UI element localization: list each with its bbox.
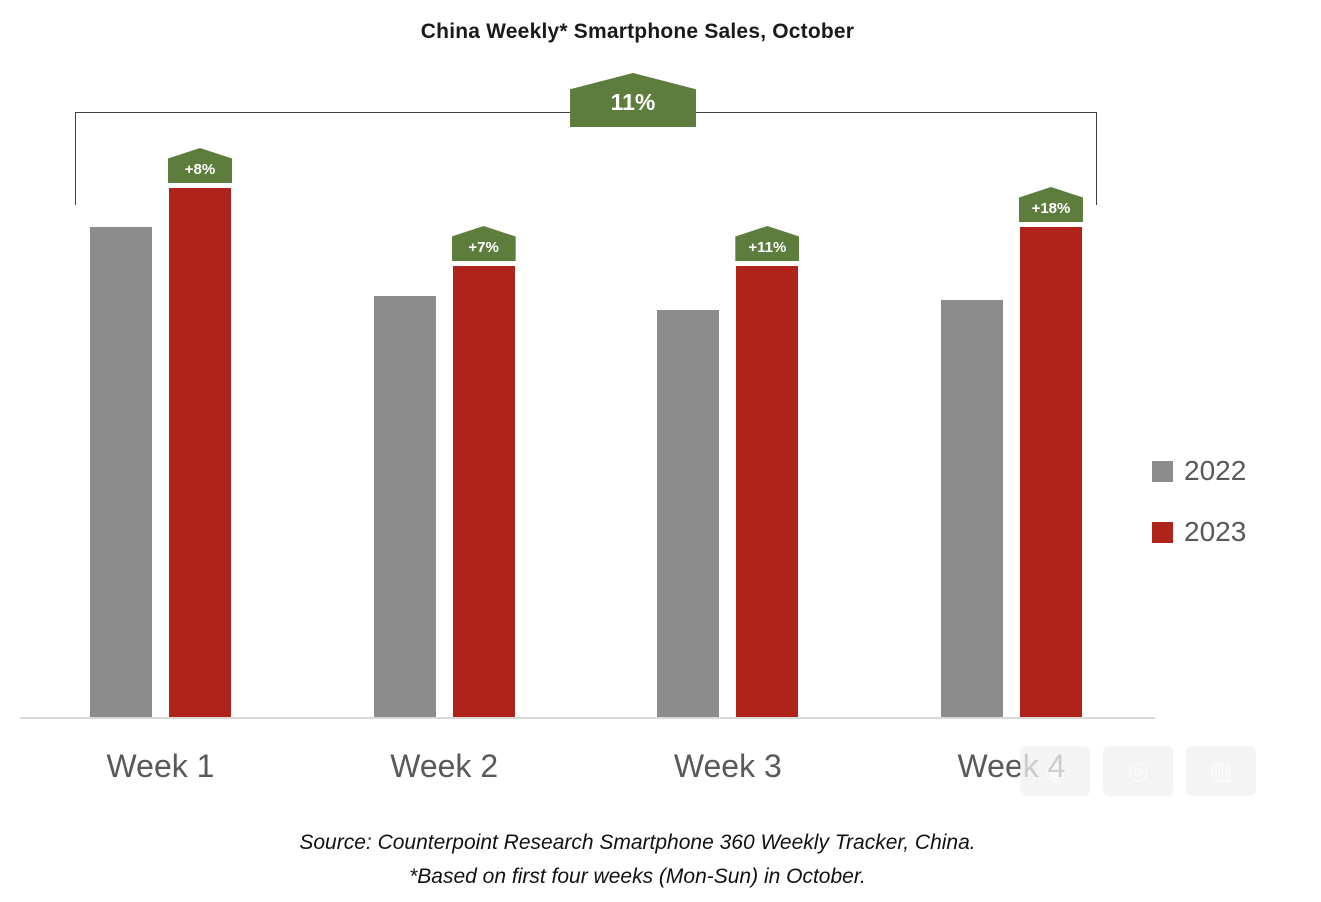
x-label-week-3: Week 3 [673, 748, 782, 784]
watermark-icons: ◉ ◎ ▥ [1020, 746, 1256, 796]
watermark-icon-2: ◎ [1103, 746, 1173, 796]
bar-2023-week-1: +8% [168, 148, 232, 717]
source-line: Source: Counterpoint Research Smartphone… [299, 831, 976, 854]
x-axis-labels: Week 1 Week 2 Week 3 Week 4 [20, 748, 1155, 785]
watermark-icon-3: ▥ [1186, 746, 1256, 796]
legend-swatch-2022 [1152, 460, 1173, 482]
growth-badge: +11% [735, 226, 800, 261]
bar-2022-week-4 [940, 300, 1003, 717]
bar-2022-week-3 [657, 310, 720, 717]
bar-2022-week-1 [90, 227, 152, 717]
bar-group-week-3: +11% [657, 226, 800, 717]
bar-2022-week-2 [373, 296, 436, 717]
plot-area: +8% +7% +11% +18% [20, 148, 1155, 717]
chart-title: China Weekly* Smartphone Sales, October [420, 20, 855, 43]
footnote-line: *Based on first four weeks (Mon-Sun) in … [409, 865, 866, 888]
growth-badge: +7% [451, 226, 516, 261]
bar-group-week-4: +18% [940, 187, 1083, 717]
overall-growth-badge: 11% [570, 73, 696, 127]
x-label-week-1: Week 1 [106, 748, 215, 784]
bar-2023-week-3: +11% [735, 226, 800, 717]
x-axis-line [20, 717, 1155, 719]
legend: 2022 2023 [1152, 455, 1246, 577]
legend-label-2023: 2023 [1184, 516, 1247, 547]
legend-item-2023: 2023 [1152, 516, 1246, 548]
legend-swatch-2023 [1152, 521, 1173, 543]
watermark-icon-1: ◉ [1020, 746, 1090, 796]
bar-group-week-1: +8% [90, 148, 232, 717]
bar-2023-week-2: +7% [451, 226, 516, 717]
bar-2023-week-4: +18% [1018, 187, 1083, 717]
bar-group-week-2: +7% [373, 226, 516, 717]
legend-item-2022: 2022 [1152, 455, 1246, 487]
growth-badge: +18% [1018, 187, 1083, 222]
source-note: Source: Counterpoint Research Smartphone… [0, 826, 1275, 894]
legend-label-2022: 2022 [1184, 455, 1247, 486]
x-label-week-2: Week 2 [390, 748, 499, 784]
